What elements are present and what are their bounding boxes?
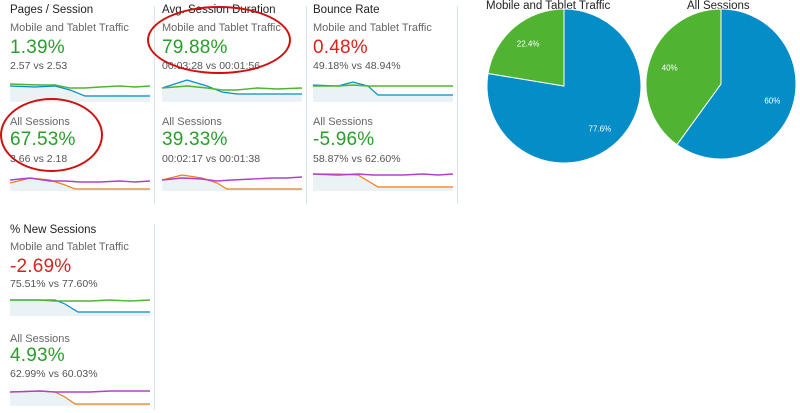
metric-title: % New Sessions	[10, 224, 97, 236]
pie-chart-all: 60% 40%	[645, 8, 797, 160]
metric-title: Bounce Rate	[313, 4, 380, 16]
pie-title-mobile: Mobile and Tablet Traffic	[486, 0, 611, 12]
annotation-circle-sessions	[0, 98, 103, 172]
card-divider	[154, 6, 155, 204]
change-value: 4.93%	[10, 345, 65, 366]
comparison-text: 49.18% vs 48.94%	[313, 60, 401, 72]
comparison-text: 2.57 vs 2.53	[10, 60, 68, 72]
pie-slice[interactable]	[645, 8, 722, 146]
sparkline-all	[162, 174, 302, 191]
comparison-text: 00:02:17 vs 00:01:38	[162, 153, 261, 165]
segment-label: All Sessions	[162, 116, 222, 128]
sparkline-mobile	[10, 83, 150, 102]
change-value: 0.48%	[313, 37, 368, 58]
pie-slice[interactable]	[487, 8, 565, 87]
card-divider	[306, 6, 307, 204]
change-value: -5.96%	[313, 129, 375, 150]
sparkline-mobile	[162, 79, 302, 102]
sparkline-all	[313, 173, 453, 191]
pie-slice[interactable]	[676, 8, 797, 160]
segment-label: Mobile and Tablet Traffic	[10, 22, 129, 34]
comparison-text: 58.87% vs 62.60%	[313, 153, 401, 165]
comparison-text: 75.51% vs 77.60%	[10, 278, 98, 290]
segment-label: Mobile and Tablet Traffic	[10, 241, 129, 253]
change-value: 39.33%	[162, 129, 228, 150]
sparkline-mobile	[10, 299, 150, 316]
metric-card-new-sessions[interactable]: % New Sessions Mobile and Tablet Traffic…	[10, 224, 155, 410]
segment-label: All Sessions	[10, 333, 70, 345]
pie-slice-label: 77.6%	[589, 124, 612, 133]
pie-slice-label: 60%	[764, 97, 780, 106]
sparkline-all	[10, 390, 150, 406]
segment-label: All Sessions	[313, 116, 373, 128]
metric-title: Pages / Session	[10, 4, 94, 16]
card-divider	[154, 224, 155, 410]
sparkline-mobile	[313, 81, 453, 102]
annotation-circle-duration	[147, 6, 291, 74]
change-value: 1.39%	[10, 37, 65, 58]
segment-label: Mobile and Tablet Traffic	[313, 22, 432, 34]
pie-slice-label: 22.4%	[517, 40, 540, 49]
metric-card-bounce-rate[interactable]: Bounce Rate Mobile and Tablet Traffic 0.…	[313, 4, 458, 204]
sparkline-all	[10, 177, 150, 191]
comparison-text: 62.99% vs 60.03%	[10, 368, 98, 380]
card-divider	[457, 6, 458, 204]
change-value: -2.69%	[10, 256, 72, 277]
pie-slice-label: 40%	[662, 63, 678, 72]
pie-chart-mobile: 77.6% 22.4%	[486, 8, 642, 164]
pie-title-all: All Sessions	[687, 0, 750, 12]
